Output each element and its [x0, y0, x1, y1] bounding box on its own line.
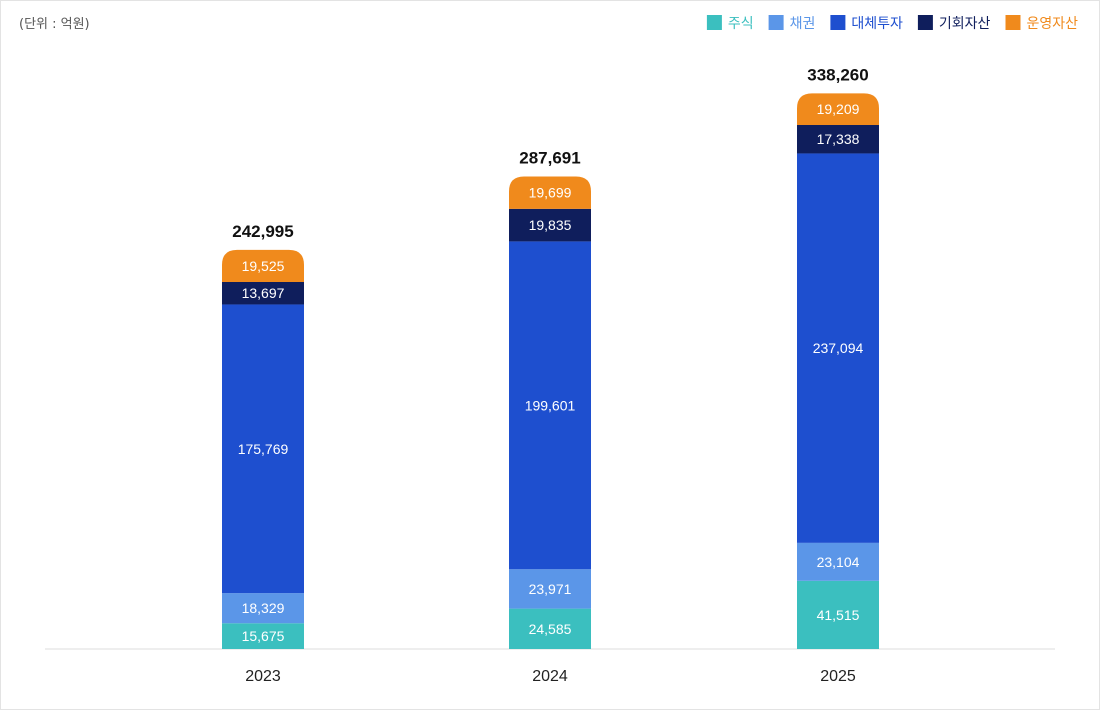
bar-segment — [509, 208, 591, 242]
data-label: 15,675 — [242, 628, 285, 644]
legend-item-3: 대체투자 — [830, 15, 903, 32]
data-label: 175,769 — [238, 441, 289, 457]
data-label: 199,601 — [525, 397, 576, 413]
unit-note: (단위 : 억원) — [19, 17, 90, 32]
bar-segment — [797, 93, 879, 125]
data-label: 23,971 — [529, 581, 572, 597]
bar-segment — [797, 580, 879, 649]
x-tick-label: 2024 — [532, 668, 568, 685]
x-tick-label: 2025 — [820, 668, 856, 685]
data-label: 19,525 — [242, 258, 285, 274]
bar-segment — [797, 124, 879, 154]
bars-group: 15,675 18,329 175,769 13,697 19,525 242,995 24… — [222, 65, 879, 649]
data-label: 18,329 — [242, 600, 285, 616]
data-label: 17,338 — [817, 131, 860, 147]
x-tick-label: 2023 — [245, 668, 281, 685]
x-axis-ticks: 2023 2024 2025 — [245, 668, 856, 685]
legend-label: 운영자산 — [1027, 16, 1079, 32]
data-label: 41,515 — [817, 607, 860, 623]
legend-swatch — [1005, 15, 1021, 30]
data-label: 19,209 — [817, 101, 860, 117]
legend-item-4: 기회자산 — [917, 15, 991, 32]
total-label: 287,691 — [519, 148, 580, 167]
bar-stack-2023: 15,675 18,329 175,769 13,697 19,525 242,995 — [222, 222, 304, 649]
legend-item-2: 채권 — [768, 15, 816, 32]
bar-stack-2025: 41,515 23,104 237,094 17,338 19,209 338,260 — [797, 65, 879, 649]
legend-swatch — [706, 15, 722, 30]
legend-label: 대체투자 — [851, 16, 903, 32]
legend-label: 기회자산 — [939, 16, 991, 32]
legend-swatch — [768, 15, 784, 30]
legend-label: 주식 — [728, 16, 754, 32]
legend-item-5: 운영자산 — [1005, 15, 1079, 32]
legend-swatch — [830, 15, 846, 30]
legend-label: 채권 — [790, 16, 816, 32]
legend-swatch — [917, 15, 933, 30]
data-label: 19,699 — [529, 185, 572, 201]
total-label: 242,995 — [232, 222, 293, 241]
bar-segment — [797, 542, 879, 581]
data-label: 13,697 — [242, 285, 285, 301]
bar-segment — [509, 241, 591, 570]
bar-segment — [797, 153, 879, 543]
bar-segment — [222, 281, 304, 305]
data-label: 237,094 — [813, 340, 864, 356]
data-label: 24,585 — [529, 621, 572, 637]
data-label: 19,835 — [529, 217, 572, 233]
bar-stack-2024: 24,585 23,971 199,601 19,835 19,699 287,691 — [509, 148, 591, 649]
data-label: 23,104 — [817, 554, 860, 570]
total-label: 338,260 — [807, 65, 868, 84]
bar-segment — [509, 608, 591, 649]
legend-item-1: 주식 — [706, 15, 754, 32]
bar-segment — [509, 569, 591, 609]
bar-segment — [509, 176, 591, 209]
bar-segment — [222, 593, 304, 624]
bar-segment — [222, 249, 304, 282]
bar-segment — [222, 623, 304, 649]
bar-segment — [222, 304, 304, 594]
legend: 주식 채권 대체투자 기회자산 운영자산 — [706, 15, 1079, 32]
